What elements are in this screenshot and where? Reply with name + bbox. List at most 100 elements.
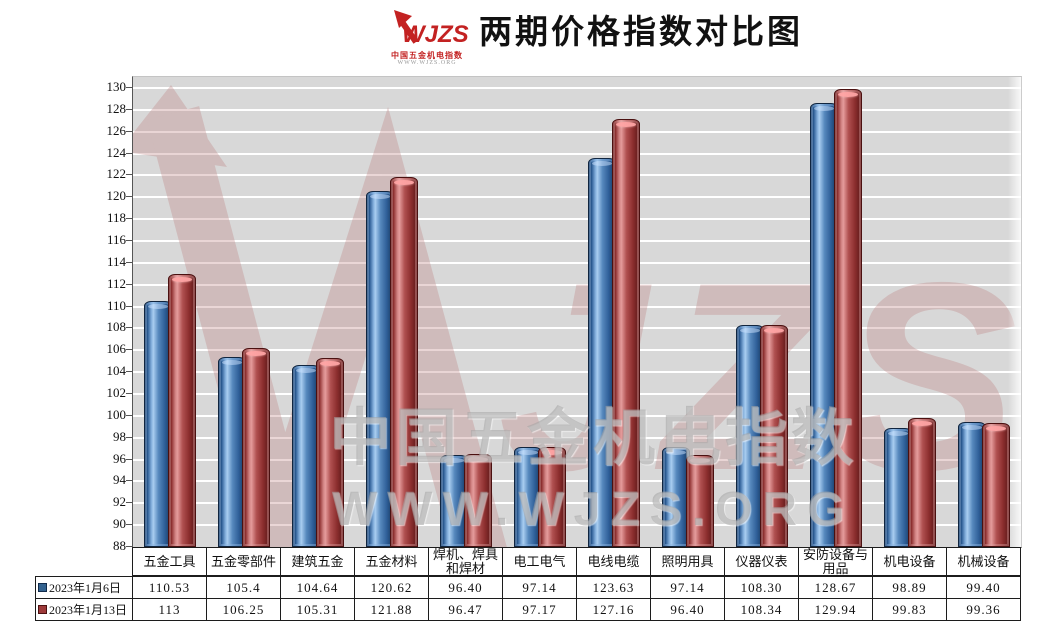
bar-red xyxy=(612,119,640,547)
bar-cap-highlight xyxy=(666,450,686,455)
bar-cap-highlight xyxy=(764,328,784,333)
value-cell: 99.83 xyxy=(872,598,947,621)
y-axis-tick xyxy=(126,218,132,220)
y-axis-label: 122 xyxy=(106,166,127,182)
y-axis-tick xyxy=(126,524,132,526)
value-cell: 113 xyxy=(132,598,207,621)
bar-red xyxy=(242,348,270,547)
gridline xyxy=(133,524,1021,527)
gridline xyxy=(133,218,1021,221)
gridline xyxy=(133,414,1021,417)
category-header-cell: 五金材料 xyxy=(354,547,429,576)
bar-red xyxy=(316,358,344,547)
plot-area: JZS 中国五金机电指数 WWW.WJZS.ORG xyxy=(132,76,1022,548)
gridline xyxy=(133,283,1021,286)
value-cell: 96.47 xyxy=(428,598,503,621)
y-axis-label: 96 xyxy=(113,450,126,466)
y-axis-tick xyxy=(126,196,132,198)
bar-cap-highlight xyxy=(912,421,932,426)
y-axis-label: 94 xyxy=(113,472,126,488)
bar-cap-highlight xyxy=(394,180,414,185)
value-cell: 97.14 xyxy=(650,576,725,599)
gridline xyxy=(133,152,1021,155)
bar-cap-highlight xyxy=(296,368,316,373)
bar-cap-highlight xyxy=(962,425,982,430)
y-axis-label: 126 xyxy=(106,122,127,138)
y-axis-tick xyxy=(126,261,132,263)
bar-blue xyxy=(144,301,172,547)
legend-label: 2023年1月13日 xyxy=(49,603,128,617)
y-axis-tick xyxy=(126,87,132,88)
y-axis-tick xyxy=(126,349,132,351)
y-axis-label: 90 xyxy=(113,516,126,532)
legend-item: 2023年1月13日 xyxy=(35,598,133,621)
bar-cap-highlight xyxy=(172,277,192,282)
value-cell: 96.40 xyxy=(650,598,725,621)
header: WJZS 中国五金机电指数 WWW.WJZS.ORG 两期价格指数对比图 xyxy=(383,10,803,66)
category-header-cell: 五金工具 xyxy=(132,547,207,576)
bar-red xyxy=(168,274,196,547)
gridline xyxy=(133,502,1021,505)
y-axis-label: 106 xyxy=(106,341,127,357)
legend-marker xyxy=(38,583,47,592)
category-header-cell: 照明用具 xyxy=(650,547,725,576)
bar-red xyxy=(464,454,492,547)
category-header-cell: 机械设备 xyxy=(946,547,1021,576)
gridline xyxy=(133,196,1021,199)
y-axis-label: 98 xyxy=(113,428,126,444)
gridline xyxy=(133,371,1021,374)
value-cell: 99.40 xyxy=(946,576,1021,599)
gridline xyxy=(133,130,1021,133)
bar-red xyxy=(686,455,714,547)
y-axis-tick xyxy=(126,436,132,438)
plot-side-wall xyxy=(1008,77,1021,547)
y-axis-label: 108 xyxy=(106,319,127,335)
bar-cap-highlight xyxy=(320,361,340,366)
bar-cap-highlight xyxy=(690,458,710,463)
bar-red xyxy=(834,89,862,547)
value-cell: 105.31 xyxy=(280,598,355,621)
y-axis-tick xyxy=(126,174,132,176)
gridline xyxy=(133,305,1021,308)
y-axis-label: 112 xyxy=(106,275,126,291)
logo-brand-text: WJZS xyxy=(402,21,469,46)
y-axis-tick xyxy=(126,283,132,285)
y-axis-label: 88 xyxy=(113,538,126,553)
gridline xyxy=(133,108,1021,111)
y-axis-tick xyxy=(126,130,132,132)
value-cell: 105.4 xyxy=(206,576,281,599)
y-axis-label: 130 xyxy=(106,79,127,94)
gridline xyxy=(133,349,1021,352)
y-axis-label: 114 xyxy=(106,253,126,269)
y-axis-tick xyxy=(126,327,132,329)
gridline xyxy=(133,327,1021,330)
y-axis-tick xyxy=(126,393,132,394)
value-cell: 96.40 xyxy=(428,576,503,599)
gridline xyxy=(133,174,1021,177)
gridline xyxy=(133,393,1021,395)
value-cell: 108.34 xyxy=(724,598,799,621)
bar-cap-highlight xyxy=(740,328,760,333)
value-cell: 98.89 xyxy=(872,576,947,599)
y-axis-tick xyxy=(126,458,132,460)
category-header-cell: 仪器仪表 xyxy=(724,547,799,576)
value-cell: 120.62 xyxy=(354,576,429,599)
bar-red xyxy=(538,447,566,547)
value-cell: 106.25 xyxy=(206,598,281,621)
y-axis-label: 118 xyxy=(106,210,126,226)
bar-cap-highlight xyxy=(246,351,266,356)
bar-blue xyxy=(292,365,320,547)
bar-cap-highlight xyxy=(222,360,242,365)
logo-arrow-icon: WJZS xyxy=(394,10,469,48)
y-axis-label: 120 xyxy=(106,188,127,204)
bar-cap-highlight xyxy=(468,457,488,462)
y-axis-tick xyxy=(126,108,132,110)
y-axis-label: 124 xyxy=(106,144,127,160)
gridline xyxy=(133,240,1021,242)
y-axis-label: 128 xyxy=(106,100,127,116)
y-axis-tick xyxy=(126,502,132,504)
value-cell: 97.14 xyxy=(502,576,577,599)
value-cell: 121.88 xyxy=(354,598,429,621)
bar-cap-highlight xyxy=(370,194,390,199)
